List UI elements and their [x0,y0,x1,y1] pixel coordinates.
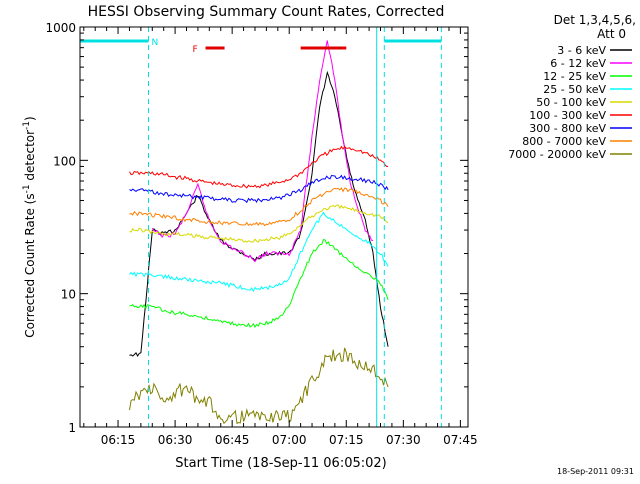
flag-label: F [193,45,198,55]
x-tick-label: 07:00 [272,433,307,447]
x-tick-label: 07:15 [329,433,364,447]
legend-entry-label: 12 - 25 keV [543,70,606,83]
x-tick-label: 07:30 [386,433,421,447]
series-line [129,187,389,227]
y-axis-label-part3: ) [23,116,37,121]
series-line [129,204,389,243]
chart-title: HESSI Observing Summary Count Rates, Cor… [88,4,445,20]
y-axis-label: Corrected Count Rate (s-1 detector-1) [22,116,37,337]
y-axis-label-sup1: -1 [22,184,32,193]
series-layer [129,40,389,425]
y-axis: 1 10 100 1000 [45,21,468,435]
y-axis-label-sup2: -1 [22,121,32,130]
night-label: N [151,38,158,48]
legend-entry-label: 50 - 100 keV [536,96,606,109]
legend-entry-label: 6 - 12 keV [550,57,606,70]
y-tick-label: 10 [61,288,76,302]
x-axis: 06:15 06:30 06:45 07:00 07:15 07:30 07:45 [83,27,478,447]
legend-entry-label: 25 - 50 keV [543,83,606,96]
x-axis-label: Start Time (18-Sep-11 06:05:02) [175,456,386,471]
timestamp: 18-Sep-2011 09:31 [557,467,634,476]
legend-entry-label: 7000 - 20000 keV [508,148,606,161]
series-line [129,145,389,189]
legend-header-line-1: Det 1,3,4,5,6, [554,13,636,27]
x-tick-label: 06:30 [158,433,193,447]
y-tick-label: 100 [53,154,76,168]
series-line [129,211,389,293]
series-line [129,347,389,425]
plot-frame [79,26,469,428]
series-line [129,174,389,204]
legend-entry-label: 300 - 800 keV [529,122,606,135]
y-axis-label-part1: Corrected Count Rate (s [23,193,37,337]
x-tick-label: 06:15 [101,433,136,447]
y-axis-label-part2: detector [23,130,37,185]
x-tick-label: 07:45 [443,433,478,447]
legend-header-line-2: Att 0 [597,27,626,41]
boundary-layer [147,27,442,427]
legend-entry-label: 3 - 6 keV [557,44,606,57]
y-tick-label: 1000 [45,21,76,35]
legend-entry-label: 100 - 300 keV [529,109,606,122]
legend-entry-label: 800 - 7000 keV [522,135,606,148]
series-line [129,238,389,329]
y-tick-label: 1 [68,421,76,435]
annotation-layer: NF [80,38,442,55]
x-tick-label: 06:45 [215,433,250,447]
series-line [151,40,374,263]
